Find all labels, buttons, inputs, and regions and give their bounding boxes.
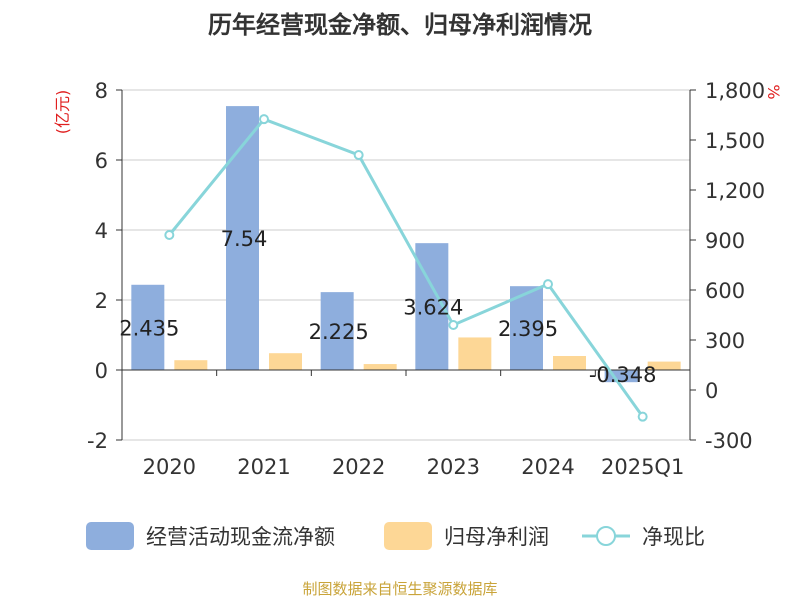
line-point xyxy=(164,230,175,240)
axes: 8 6 4 2 0 -2 1,800 1,500 1,200 900 600 300 0 -300 (亿元)… xyxy=(53,79,783,479)
bar-cashflow xyxy=(510,286,543,370)
line-ratio xyxy=(168,117,644,418)
data-label: 2.225 xyxy=(309,320,369,344)
data-label: -0.348 xyxy=(589,363,657,387)
right-axis-tick-label: 900 xyxy=(705,229,745,253)
bar-net-profit xyxy=(174,360,208,370)
legend-label: 归母净利润 xyxy=(444,525,549,549)
x-axis-tick-label: 2023 xyxy=(427,455,480,479)
bar-net-profit xyxy=(647,361,681,370)
legend-marker xyxy=(596,526,616,546)
x-axis-tick-label: 2022 xyxy=(332,455,385,479)
source-note: 制图数据来自恒生聚源数据库 xyxy=(302,580,497,598)
left-axis-tick-label: 4 xyxy=(95,219,108,243)
right-axis-tick-label: 0 xyxy=(705,379,718,403)
data-label: 2.395 xyxy=(498,317,558,341)
x-axis-tick-label: 2024 xyxy=(521,455,574,479)
left-axis-tick-label: 0 xyxy=(95,359,108,383)
line-point xyxy=(637,411,648,422)
bar-cashflow xyxy=(226,106,259,370)
bar-net-profit xyxy=(553,356,586,370)
left-axis-tick-label: 6 xyxy=(95,149,108,173)
x-axis-tick-label: 2021 xyxy=(237,455,290,479)
data-label: 2.435 xyxy=(119,316,179,340)
bar-net-profit xyxy=(363,364,397,370)
left-axis-unit: (亿元) xyxy=(53,90,72,135)
gridlines xyxy=(122,89,690,441)
right-axis-tick-label: 1,500 xyxy=(705,129,765,153)
left-axis-tick-label: 2 xyxy=(95,289,108,313)
legend-swatch xyxy=(86,522,134,550)
bar-cashflow xyxy=(131,284,165,370)
legend-label: 经营活动现金流净额 xyxy=(146,525,335,549)
data-labels: 2.435 7.54 2.225 3.624 2.395 -0.348 xyxy=(119,227,656,387)
bars xyxy=(131,106,681,383)
left-axis-tick-label: -2 xyxy=(87,429,108,453)
right-axis-tick-label: 1,200 xyxy=(705,179,765,203)
left-axis-tick-label: 8 xyxy=(95,79,108,103)
line-point xyxy=(353,150,364,160)
legend: 经营活动现金流净额 归母净利润 净现比 xyxy=(86,522,705,550)
line-series xyxy=(164,114,648,422)
legend-swatch xyxy=(384,522,432,550)
bar-net-profit xyxy=(269,353,302,370)
bar-cashflow xyxy=(320,292,354,370)
right-axis-tick-label: 300 xyxy=(705,329,745,353)
line-point xyxy=(259,114,269,125)
right-axis-tick-label: 1,800 xyxy=(705,79,765,103)
line-point xyxy=(543,279,553,290)
data-label: 3.624 xyxy=(403,296,463,320)
data-label: 7.54 xyxy=(221,227,268,251)
chart-title: 历年经营现金净额、归母净利润情况 xyxy=(208,11,592,39)
right-axis-tick-label: 600 xyxy=(705,279,745,303)
right-axis-unit: % xyxy=(764,84,783,99)
right-axis-tick-label: -300 xyxy=(705,429,753,453)
line-point xyxy=(448,320,459,330)
bar-net-profit xyxy=(458,337,492,370)
legend-label: 净现比 xyxy=(642,525,705,549)
x-axis-tick-label: 2020 xyxy=(143,455,196,479)
x-axis-tick-label: 2025Q1 xyxy=(601,455,684,479)
